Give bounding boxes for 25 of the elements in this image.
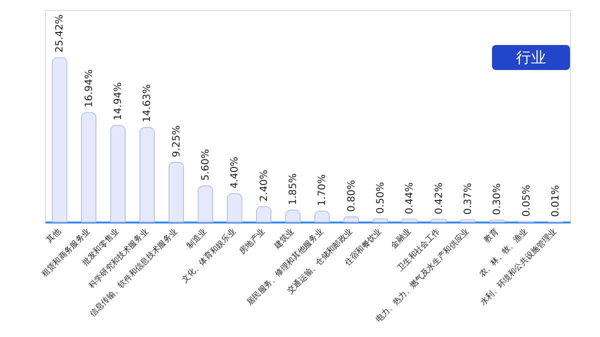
data-label: 14.94%: [112, 82, 124, 120]
x-tick-label: 教育: [482, 226, 500, 245]
x-tick-label: 房地产业: [238, 226, 267, 256]
data-label: 0.42%: [434, 182, 445, 214]
data-label: 5.60%: [200, 149, 212, 181]
data-label: 4.40%: [230, 156, 241, 189]
x-tick-label: 其他: [44, 226, 62, 245]
data-label: 0.50%: [375, 182, 386, 214]
data-label: 1.70%: [317, 174, 328, 206]
data-label: 0.01%: [550, 185, 562, 217]
data-label: 0.05%: [521, 184, 532, 217]
data-label: 25.42%: [54, 14, 66, 53]
data-label: 0.30%: [492, 183, 504, 216]
chart-title: 行业: [516, 48, 546, 66]
data-label: 0.44%: [404, 182, 416, 214]
x-tick-label: 金融业: [389, 226, 412, 250]
data-label: 16.94%: [84, 69, 95, 108]
x-tick-label: 制造业: [184, 226, 208, 250]
data-label: 14.63%: [142, 84, 154, 122]
data-label: 9.25%: [171, 125, 182, 158]
data-label: 2.40%: [258, 170, 270, 202]
x-tick-label: 建筑业: [272, 226, 296, 252]
data-label: 1.85%: [288, 173, 299, 206]
data-label: 0.80%: [346, 180, 358, 212]
data-label: 0.37%: [462, 182, 474, 215]
